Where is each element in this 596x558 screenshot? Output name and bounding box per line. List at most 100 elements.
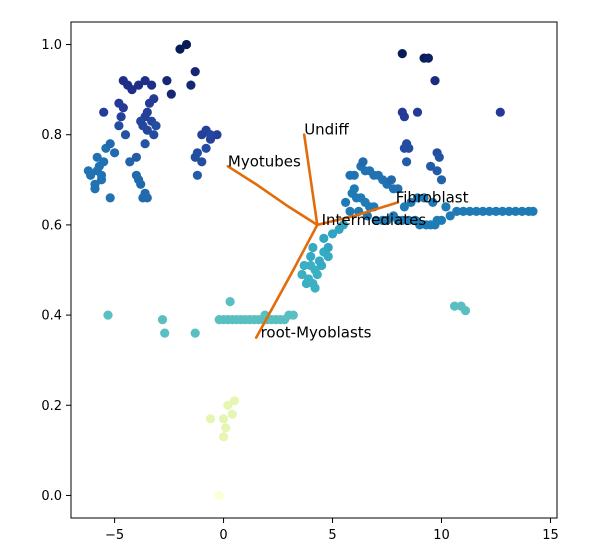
data-point <box>419 193 429 203</box>
x-tick-label: 0 <box>219 528 227 543</box>
data-point <box>460 306 471 316</box>
data-point <box>471 206 481 216</box>
data-point <box>399 143 409 153</box>
data-point <box>221 423 231 433</box>
trajectory-lines <box>226 133 400 339</box>
data-point <box>436 215 447 225</box>
data-point <box>317 260 327 271</box>
data-point <box>131 152 141 162</box>
y-axis: 0.0 0.2 0.4 0.6 0.8 1.0 <box>41 38 71 504</box>
data-point <box>205 414 216 424</box>
data-point <box>134 80 144 90</box>
data-point <box>432 166 442 176</box>
data-point <box>140 139 150 149</box>
data-point <box>99 107 109 117</box>
data-point <box>140 76 150 86</box>
data-point <box>402 157 412 167</box>
data-point <box>127 85 137 95</box>
data-point <box>110 148 120 158</box>
data-point <box>190 67 200 77</box>
x-tick-label: 10 <box>433 528 450 543</box>
data-point <box>428 197 438 207</box>
data-point <box>83 166 93 176</box>
data-point <box>92 152 102 162</box>
data-point <box>528 206 538 216</box>
data-point <box>114 98 124 108</box>
data-point <box>371 215 381 225</box>
trajectory-branch <box>226 165 319 227</box>
data-point <box>114 121 124 131</box>
data-point <box>105 193 115 203</box>
data-point <box>393 184 403 194</box>
data-point <box>301 278 311 289</box>
data-point <box>142 125 152 135</box>
data-point <box>116 112 126 122</box>
data-point <box>219 414 229 424</box>
y-tick-label: 0.6 <box>41 218 62 233</box>
data-point <box>452 206 462 216</box>
data-point <box>205 130 216 140</box>
data-point <box>458 206 468 216</box>
data-point <box>450 301 460 311</box>
x-tick-label: 5 <box>328 528 336 543</box>
data-point <box>445 211 455 221</box>
data-point <box>495 107 505 117</box>
data-point <box>319 233 329 243</box>
data-point <box>504 206 514 216</box>
data-point <box>430 220 440 230</box>
data-point <box>484 206 494 216</box>
data-point <box>90 184 100 194</box>
data-point <box>103 310 113 320</box>
data-point <box>297 269 307 280</box>
data-point <box>399 112 409 122</box>
data-point <box>223 400 233 410</box>
data-point <box>120 130 131 140</box>
data-point <box>157 315 168 325</box>
data-point <box>404 215 414 225</box>
data-point <box>412 107 423 117</box>
data-point <box>197 157 207 167</box>
data-point <box>105 139 115 149</box>
data-point <box>142 193 152 203</box>
data-point <box>310 283 320 293</box>
data-point <box>310 265 320 275</box>
data-point <box>465 206 475 216</box>
data-point <box>190 152 200 162</box>
trajectory-branch <box>302 133 319 227</box>
data-point <box>399 202 409 212</box>
data-point <box>136 179 146 189</box>
data-point <box>434 152 444 162</box>
data-point <box>517 206 527 216</box>
data-point <box>327 229 338 239</box>
data-point <box>406 197 416 207</box>
data-point <box>192 170 202 180</box>
data-point <box>478 206 488 216</box>
data-point <box>212 130 222 140</box>
data-point <box>308 242 318 253</box>
data-point <box>288 310 298 320</box>
y-tick-label: 0.0 <box>41 489 62 504</box>
data-point <box>306 251 316 262</box>
data-point <box>190 328 200 338</box>
data-point <box>397 49 407 59</box>
data-point <box>323 242 333 253</box>
data-point <box>436 175 447 185</box>
data-point <box>338 220 348 230</box>
annotation-label: Intermediates <box>322 211 427 229</box>
x-tick-label: 15 <box>542 528 559 543</box>
data-point <box>125 157 135 167</box>
data-point <box>412 193 423 203</box>
data-point <box>345 206 355 216</box>
data-point <box>99 157 109 167</box>
data-point <box>147 80 157 90</box>
data-point <box>423 53 433 63</box>
data-point <box>166 89 176 99</box>
y-tick-label: 1.0 <box>41 38 62 53</box>
annotation-label: Fibroblast <box>396 188 469 206</box>
y-tick-label: 0.2 <box>41 399 62 414</box>
data-point <box>491 206 501 216</box>
data-point <box>341 197 351 207</box>
data-points <box>83 39 538 501</box>
